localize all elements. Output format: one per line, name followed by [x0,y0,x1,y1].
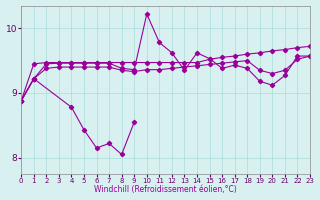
X-axis label: Windchill (Refroidissement éolien,°C): Windchill (Refroidissement éolien,°C) [94,185,237,194]
